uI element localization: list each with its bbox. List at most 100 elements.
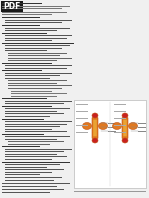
Bar [2, 14, 52, 15]
Bar [5, 164, 60, 165]
FancyBboxPatch shape [74, 100, 146, 188]
Bar [5, 174, 40, 175]
Ellipse shape [92, 138, 98, 143]
Bar [5, 131, 67, 132]
Bar [5, 20, 72, 21]
Bar [5, 22, 62, 23]
Ellipse shape [83, 123, 91, 129]
Bar [5, 75, 60, 76]
Bar [5, 35, 72, 36]
Bar [5, 154, 57, 155]
Bar [11, 91, 52, 92]
Bar [76, 125, 88, 126]
Bar [2, 162, 70, 163]
Bar [5, 136, 70, 137]
Bar [8, 80, 67, 81]
Bar [2, 119, 44, 120]
Bar [5, 50, 47, 51]
Bar [5, 113, 64, 114]
Bar [8, 55, 60, 56]
Bar [8, 144, 50, 145]
FancyBboxPatch shape [93, 120, 97, 136]
Bar [5, 159, 52, 160]
Bar [5, 167, 47, 168]
Bar [2, 17, 40, 18]
Bar [114, 132, 126, 133]
Bar [5, 124, 67, 125]
Ellipse shape [98, 123, 107, 129]
Bar [2, 183, 70, 184]
Bar [5, 151, 64, 152]
Bar [8, 58, 72, 59]
Bar [2, 146, 40, 147]
Bar [5, 172, 52, 173]
Bar [5, 28, 70, 29]
Bar [5, 108, 70, 109]
Bar [5, 45, 70, 46]
Bar [114, 104, 126, 105]
Bar [5, 126, 60, 127]
Bar [5, 121, 72, 122]
Bar [76, 132, 88, 133]
Bar [5, 129, 52, 130]
Ellipse shape [128, 123, 138, 129]
Bar [5, 38, 67, 39]
Bar [2, 12, 67, 13]
Bar [5, 116, 50, 117]
Bar [5, 68, 67, 69]
Bar [114, 125, 126, 126]
Bar [2, 33, 47, 34]
Ellipse shape [122, 138, 128, 143]
Bar [11, 93, 67, 94]
Bar [8, 60, 57, 61]
Bar [76, 118, 88, 119]
Bar [8, 88, 62, 89]
Bar [5, 101, 72, 102]
Bar [108, 123, 116, 124]
Bar [5, 103, 64, 104]
Bar [8, 85, 72, 86]
Bar [2, 106, 52, 107]
Bar [5, 65, 72, 66]
Bar [5, 40, 52, 41]
Bar [2, 192, 50, 193]
Ellipse shape [122, 113, 128, 118]
Bar [108, 127, 116, 128]
Bar [2, 3, 42, 4]
Bar [114, 118, 126, 119]
Bar [2, 8, 62, 9]
FancyBboxPatch shape [123, 120, 127, 136]
Ellipse shape [92, 113, 98, 118]
Bar [138, 123, 146, 124]
Bar [5, 139, 57, 140]
Bar [5, 73, 72, 74]
Bar [2, 98, 47, 99]
Bar [76, 104, 88, 105]
Bar [2, 189, 64, 190]
FancyBboxPatch shape [122, 117, 128, 138]
Ellipse shape [112, 123, 121, 129]
Bar [2, 25, 40, 26]
Bar [5, 111, 57, 112]
Bar [114, 111, 126, 112]
Bar [5, 78, 50, 79]
Bar [76, 111, 88, 112]
FancyBboxPatch shape [92, 117, 98, 138]
Bar [138, 127, 146, 128]
FancyBboxPatch shape [1, 1, 23, 12]
Bar [8, 141, 64, 142]
Bar [2, 134, 44, 135]
Bar [2, 43, 74, 44]
Bar [5, 169, 64, 170]
Text: PDF: PDF [3, 2, 21, 11]
Bar [5, 177, 62, 178]
Bar [74, 191, 146, 192]
Bar [8, 53, 67, 54]
Bar [5, 156, 67, 157]
Bar [2, 6, 70, 7]
Bar [5, 149, 72, 150]
Bar [11, 96, 57, 97]
Bar [5, 30, 57, 31]
Bar [8, 83, 57, 84]
Bar [5, 48, 62, 49]
